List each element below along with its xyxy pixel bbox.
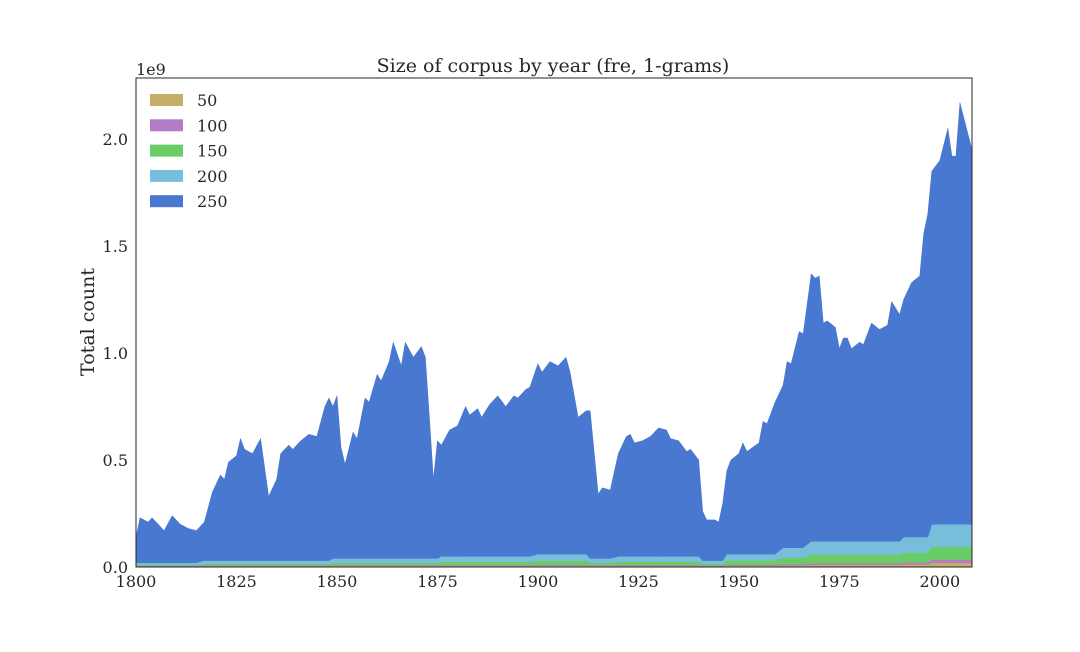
legend-swatch (150, 169, 183, 182)
legend: 50 100 150 200 250 (150, 91, 228, 211)
x-tick-label: 1875 (417, 572, 458, 591)
y-axis-label: Total count (77, 268, 99, 376)
x-tick-label: 1825 (216, 572, 257, 591)
chart-title: Size of corpus by year (fre, 1-grams) (377, 55, 730, 77)
legend-swatch (150, 119, 183, 132)
y-tick-label: 2.0 (103, 130, 128, 149)
legend-label: 250 (197, 192, 228, 211)
legend-label: 200 (197, 167, 228, 186)
x-tick-label: 1950 (719, 572, 760, 591)
x-tick-label: 1800 (116, 572, 157, 591)
legend-label: 50 (197, 91, 217, 110)
axes-frame (135, 77, 973, 568)
y-tick-label: 0.5 (103, 451, 128, 470)
x-tick-label: 1975 (819, 572, 860, 591)
legend-swatch (150, 144, 183, 157)
y-tick-label: 1.5 (103, 237, 128, 256)
y-tick-label: 0.0 (103, 558, 128, 577)
legend-swatch (150, 94, 183, 106)
y-tick-label: 1.0 (103, 344, 128, 363)
x-tick-label: 1925 (618, 572, 659, 591)
legend-label: 150 (197, 142, 228, 161)
legend-swatch (150, 195, 183, 208)
x-tick-label: 1850 (317, 572, 358, 591)
x-tick-label: 1900 (518, 572, 559, 591)
legend-label: 100 (197, 116, 228, 135)
x-tick-label: 2000 (919, 572, 960, 591)
y-offset-label: 1e9 (136, 60, 166, 79)
